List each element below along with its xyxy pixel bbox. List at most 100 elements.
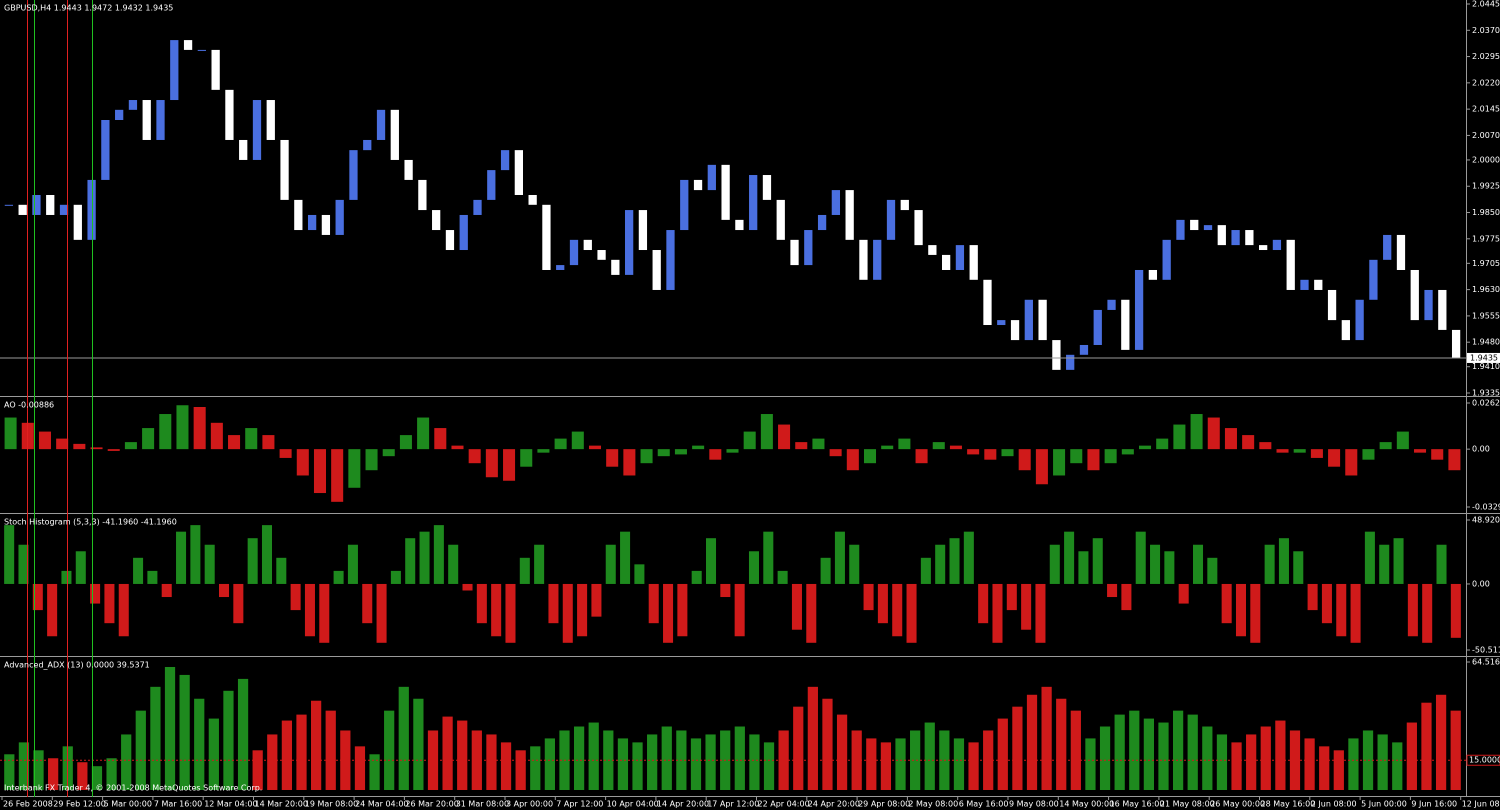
histogram-bar [537,449,550,453]
candle [156,100,165,140]
candle [321,214,331,235]
level-box [1466,754,1500,766]
histogram-bar [1421,702,1432,790]
histogram-bar [1035,449,1048,485]
histogram-bar [1259,442,1272,450]
candle [942,254,951,270]
histogram-bar [164,666,176,790]
candle [1438,289,1447,330]
histogram-bar [1407,583,1418,637]
histogram-bar [237,678,249,790]
histogram-bar [176,531,187,584]
histogram-bar [194,698,205,790]
histogram-bar [1328,449,1341,467]
histogram-bar [325,710,336,790]
histogram-bar [1422,583,1433,643]
histogram-bar [311,700,322,790]
histogram-bar [963,531,974,584]
histogram-bar [331,449,344,502]
candle [432,210,441,231]
candle [18,204,27,215]
histogram-bar [515,750,526,790]
histogram-bar [38,431,51,450]
candle [87,179,96,240]
x-tick-label: 14 Mar 20:00 [255,800,308,809]
histogram-bar [1396,431,1409,450]
candle [390,109,399,160]
candle [170,40,179,101]
histogram-bar [866,738,877,790]
histogram-bar [906,583,917,643]
histogram-bar [433,525,444,584]
candle [252,100,262,160]
candle [500,150,510,171]
histogram-bar [720,583,731,598]
histogram-bar [726,449,739,453]
histogram-bar [1207,557,1218,584]
histogram-bar [1085,738,1096,790]
histogram-bar [485,449,498,478]
x-tick-label: 5 Jun 00:00 [1361,800,1407,809]
histogram-bar [778,730,789,790]
histogram-bar [252,750,263,790]
x-tick-label: 21 May 08:00 [1160,800,1215,809]
histogram-bar [486,734,497,790]
histogram-bar [640,449,653,464]
histogram-bar [992,583,1003,643]
candle [4,204,14,206]
candle [1314,279,1323,290]
histogram-bar [657,449,670,457]
candle [1245,230,1254,246]
histogram-bar [863,583,874,611]
x-tick-label: 24 Apr 20:00 [808,800,860,809]
histogram-bar [1364,531,1375,584]
candle [528,194,537,205]
histogram-bar [562,583,573,643]
histogram-bar [1275,720,1286,790]
candle [101,119,110,180]
footer: Interbank FX Trader 4, © 2001-2008 MetaQ… [4,784,262,793]
histogram-bar [935,544,946,584]
histogram-bar [1139,445,1152,450]
candle [1010,320,1020,341]
histogram-bar [1345,449,1358,476]
histogram-bar [763,531,774,584]
vertical-lines [27,0,93,797]
candle [1355,299,1364,341]
candle [1203,225,1213,231]
candle [1190,219,1199,231]
histogram-bar [1278,538,1289,584]
histogram-bar [1012,706,1023,790]
candle [363,139,372,151]
histogram-bar [382,449,395,457]
histogram-bar [892,583,903,637]
histogram-bar [571,431,584,450]
histogram-bar [354,746,366,790]
histogram-bar [915,449,928,464]
histogram-bar [1242,435,1255,450]
histogram-bar [405,538,416,584]
candle [817,214,827,231]
y-tick-label: 2.0445 [1472,0,1500,9]
histogram-bar [898,438,911,450]
histogram-bar [997,718,1008,790]
histogram-bar [219,583,230,598]
histogram-bar [953,738,965,790]
y-tick-label: 2.0295 [1472,52,1500,61]
histogram-bar [709,449,722,460]
candle [680,179,689,231]
histogram-bar [33,750,44,790]
candle [900,199,909,211]
histogram-bar [47,583,58,637]
candle [845,190,854,240]
histogram-bar [663,583,674,643]
histogram-bar [793,706,804,790]
panel-title: Stoch Histogram (5,3,3) -41.1960 -41.196… [4,518,177,527]
candle [1410,269,1419,321]
histogram-bar [398,686,409,790]
histogram-bar [319,583,330,643]
histogram-bar [1362,449,1375,460]
candle [983,279,992,326]
candle [128,100,138,110]
